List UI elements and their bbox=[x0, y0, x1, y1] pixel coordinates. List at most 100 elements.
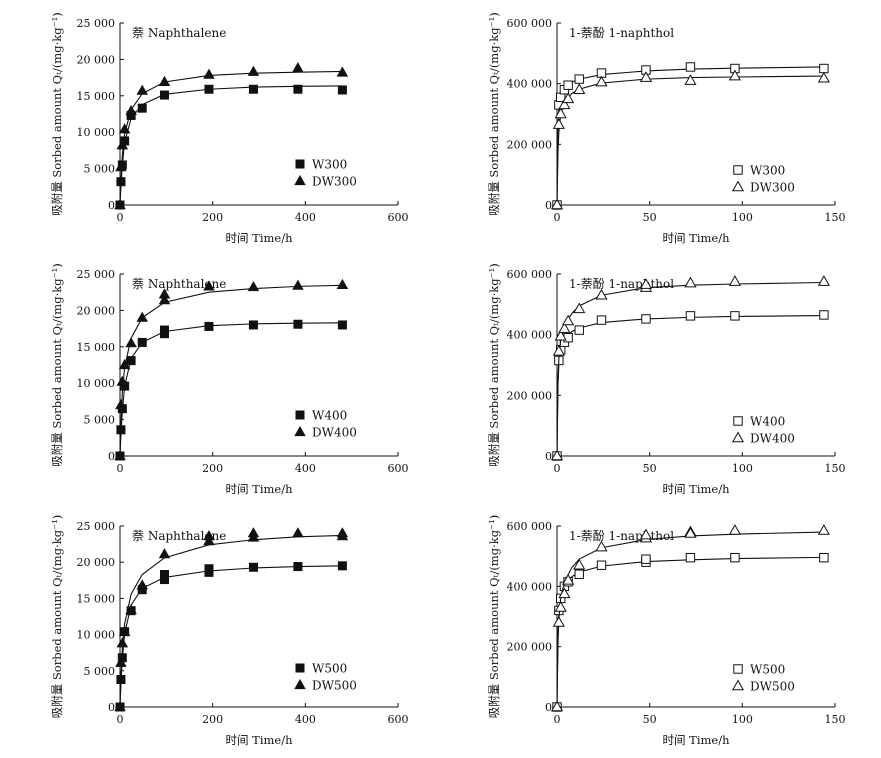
y-tick-label: 15 000 bbox=[77, 592, 116, 605]
data-point-DW500 bbox=[125, 603, 137, 615]
legend-label-DW400: DW400 bbox=[312, 426, 357, 440]
data-point-DW500 bbox=[550, 700, 564, 712]
data-point-W500 bbox=[819, 552, 829, 563]
y-tick-label: 0 bbox=[545, 701, 552, 714]
y-axis-title: 吸附量 Sorbed amount Qₜ/(mg·kg⁻¹) bbox=[50, 515, 64, 718]
data-point-DW300 bbox=[336, 66, 349, 77]
legend-marker-DW500 bbox=[731, 679, 745, 691]
data-point-DW500 bbox=[118, 625, 131, 636]
data-point-W500 bbox=[159, 575, 169, 585]
data-point-W500 bbox=[574, 569, 584, 579]
data-point-DW500 bbox=[817, 524, 830, 535]
x-tick-label: 200 bbox=[202, 713, 223, 726]
data-point-DW400 bbox=[158, 294, 171, 305]
data-point-DW300 bbox=[573, 83, 586, 95]
data-point-DW300 bbox=[118, 123, 131, 134]
data-point-W400 bbox=[730, 311, 740, 321]
data-point-DW400 bbox=[550, 449, 564, 461]
data-point-DW500 bbox=[554, 601, 567, 612]
data-point-DW400 bbox=[684, 276, 697, 288]
x-tick-label: 600 bbox=[388, 713, 409, 726]
data-point-DW500 bbox=[158, 548, 171, 559]
x-axis-title: 时间 Time/h bbox=[663, 482, 731, 496]
data-point-DW400 bbox=[115, 399, 127, 410]
data-point-DW300 bbox=[552, 118, 565, 129]
legend-label-W400: W400 bbox=[312, 409, 347, 423]
series-DW400 bbox=[114, 278, 349, 461]
x-tick-label: 100 bbox=[732, 462, 753, 475]
series-DW300 bbox=[550, 69, 830, 210]
legend-label-W500: W500 bbox=[750, 663, 785, 677]
y-tick-label: 400 000 bbox=[507, 580, 553, 593]
data-point-DW300 bbox=[136, 84, 148, 95]
fit-line-W400 bbox=[119, 322, 343, 457]
data-point-DW400 bbox=[336, 278, 349, 289]
data-point-DW500 bbox=[562, 573, 575, 585]
data-point-DW400 bbox=[125, 337, 137, 348]
legend-marker-DW500 bbox=[294, 678, 306, 690]
series-DW300 bbox=[114, 62, 349, 210]
x-tick-label: 100 bbox=[732, 713, 753, 726]
data-point-W400 bbox=[204, 321, 214, 331]
data-point-DW400 bbox=[118, 358, 131, 370]
x-axis-title: 时间 Time/h bbox=[226, 231, 294, 245]
data-point-W400 bbox=[596, 315, 607, 325]
data-point-W500 bbox=[248, 562, 258, 572]
data-point-DW400 bbox=[554, 329, 567, 341]
y-tick-label: 400 000 bbox=[507, 78, 553, 91]
data-point-DW300 bbox=[595, 75, 608, 87]
y-axis-title: 吸附量 Sorbed amount Qₜ/(mg·kg⁻¹) bbox=[487, 263, 501, 466]
y-tick-label: 400 000 bbox=[507, 329, 553, 342]
data-point-DW500 bbox=[116, 637, 129, 648]
data-point-DW400 bbox=[595, 288, 608, 300]
x-tick-label: 150 bbox=[825, 462, 846, 475]
chart-panel-4: 0 50 100 150 0 200 000 400 000 600 000 时间 Time/h… bbox=[487, 263, 846, 496]
data-point-W300 bbox=[204, 84, 214, 94]
data-point-DW500 bbox=[336, 530, 349, 541]
data-point-DW300 bbox=[550, 198, 564, 210]
data-point-DW400 bbox=[573, 302, 586, 314]
y-tick-label: 600 000 bbox=[507, 520, 553, 533]
data-point-W400 bbox=[293, 319, 303, 329]
data-point-W400 bbox=[337, 320, 347, 330]
y-tick-label: 25 000 bbox=[77, 17, 116, 30]
chart-panel-3: 0 200 400 600 0 5 000 10 000 15 000 20 000 25 000… bbox=[50, 263, 409, 496]
data-point-W500 bbox=[685, 552, 696, 563]
chart-panel-1: 0 200 400 600 0 5 000 10 000 15 000 20 000 25 000… bbox=[50, 12, 409, 245]
x-tick-label: 50 bbox=[643, 462, 657, 475]
x-tick-label: 0 bbox=[554, 713, 561, 726]
legend-marker-W400 bbox=[295, 410, 305, 420]
data-point-W400 bbox=[574, 325, 584, 335]
data-point-W300 bbox=[337, 85, 347, 95]
data-point-DW500 bbox=[136, 579, 148, 590]
panel-title: 1-萘酚 1-naphthol bbox=[569, 26, 674, 40]
series-DW400 bbox=[550, 275, 830, 461]
fit-line-W500 bbox=[119, 565, 343, 708]
data-point-W400 bbox=[685, 311, 696, 321]
legend-marker-DW300 bbox=[294, 174, 306, 186]
series-W300 bbox=[115, 84, 347, 210]
legend-marker-W300 bbox=[295, 159, 305, 169]
panel-title: 萘 Naphthalene bbox=[132, 529, 226, 543]
y-tick-label: 15 000 bbox=[77, 90, 116, 103]
y-tick-label: 20 000 bbox=[77, 556, 116, 569]
x-tick-label: 400 bbox=[295, 211, 316, 224]
data-point-W500 bbox=[641, 554, 651, 564]
y-tick-label: 10 000 bbox=[77, 126, 116, 139]
fit-line-DW300 bbox=[119, 70, 343, 206]
data-point-W300 bbox=[574, 74, 584, 84]
data-point-DW500 bbox=[573, 558, 586, 570]
x-tick-label: 0 bbox=[554, 211, 561, 224]
data-point-DW300 bbox=[116, 139, 129, 150]
x-tick-label: 0 bbox=[117, 462, 124, 475]
legend-label-DW400: DW400 bbox=[750, 432, 795, 446]
data-point-DW400 bbox=[116, 375, 129, 386]
data-point-W300 bbox=[563, 80, 573, 90]
x-axis-title: 时间 Time/h bbox=[663, 231, 731, 245]
data-point-DW400 bbox=[114, 449, 126, 461]
legend-label-W400: W400 bbox=[750, 415, 785, 429]
y-tick-label: 20 000 bbox=[77, 53, 116, 66]
data-point-DW400 bbox=[728, 275, 742, 286]
x-tick-label: 400 bbox=[295, 713, 316, 726]
data-point-DW500 bbox=[595, 540, 608, 552]
